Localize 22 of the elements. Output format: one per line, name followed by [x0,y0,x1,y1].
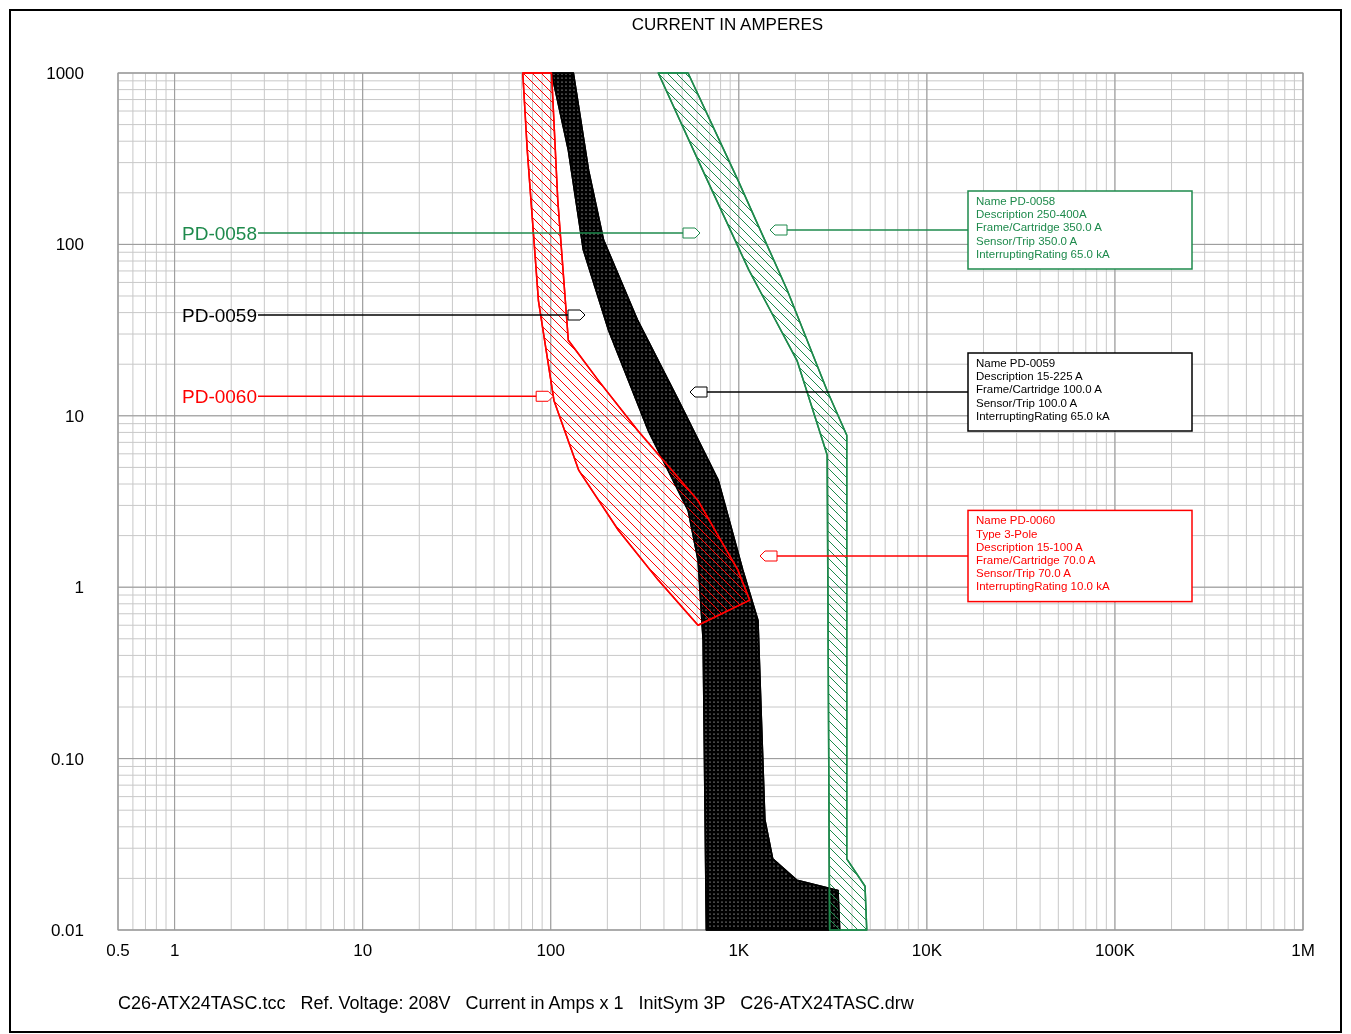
y-tick-label: 1 [74,578,84,598]
x-tick-label: 10K [911,941,943,960]
annotation: Name PD-0059 Description 15-225 A Frame/Cartridge 100.0 A Sensor/Trip 100.0 A InterruptingRating 65.0 kA [976,357,1110,422]
annotation: PD-0060 [182,386,257,408]
text: C26-ATX24TASC.tcc Ref. Voltage: 208V Current in Amps x 1 InitSym 3P C26-ATX24TASC.drw [118,993,915,1013]
annotation: PD-0059 [182,305,257,326]
x-tick-label: 1K [728,941,750,960]
annotation: PD-0058 [182,223,257,244]
x-tick-label: 0.5 [106,941,130,960]
x-axis-title: CURRENT IN AMPERES [631,15,824,34]
y-tick-label: 0.01 [50,921,84,940]
annotation: Name PD-0060 Type 3-Pole Description 15-100 A Frame/Cartridge 70.0 A Sensor/Trip 70.0 A InterruptingRating 10.0 kA [976,514,1110,593]
y-tick-label: 1000 [46,64,84,83]
y-tick-label: 100 [55,235,84,255]
x-tick-label: 100 [536,941,565,960]
x-tick-label: 10 [353,941,373,960]
annotation: Name PD-0058 Description 250-400A Frame/Cartridge 350.0 A Sensor/Trip 350.0 A InterruptingRating 65.0 kA [976,195,1110,260]
y-tick-label: 10 [65,406,84,426]
y-tick-label: 0.10 [50,749,84,769]
x-tick-label: 100K [1095,941,1136,960]
x-tick-label: 1M [1291,941,1315,960]
x-tick-label: 1 [169,941,180,960]
